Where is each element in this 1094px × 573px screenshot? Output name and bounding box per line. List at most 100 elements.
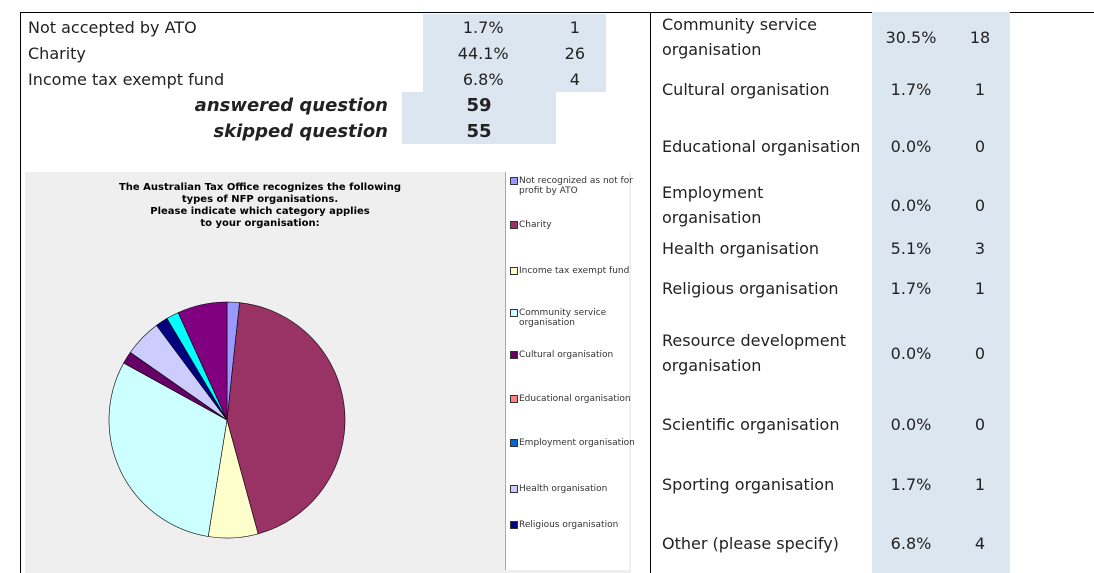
table-cell: Resource development organisation [662, 331, 847, 375]
table-cell: 44.1% [422, 40, 544, 66]
legend-label: Charity [519, 220, 552, 230]
table-cell: 1 [950, 262, 1010, 314]
legend-item: Community service organisation [510, 308, 635, 328]
legend-label: Educational organisation [519, 394, 631, 404]
table-cell: 0 [950, 392, 1010, 456]
table-row: Religious organisation 1.7% 1 [656, 262, 1010, 314]
legend-item: Not recognized as not for profit by ATO [510, 176, 635, 196]
legend-swatch [510, 485, 518, 493]
legend-label: Health organisation [519, 484, 608, 494]
pie-slice [108, 362, 228, 537]
legend-item: Cultural organisation [510, 350, 635, 360]
summary-cell: answered question [194, 94, 388, 116]
table-row: Sporting organisation 1.7% 1 [656, 456, 1010, 512]
summary-row: answered question 59 [22, 92, 556, 118]
table-cell: 18 [950, 12, 1010, 62]
table-cell: 0 [950, 116, 1010, 176]
pie-slice [226, 302, 346, 535]
summary-table: answered question 59 skipped question 55 [22, 92, 556, 144]
legend-item: Employment organisation [510, 438, 635, 448]
legend-item: Religious organisation [510, 520, 635, 530]
table-cell: 1 [543, 14, 606, 40]
table-row: Not accepted by ATO 1.7% 1 [22, 14, 606, 40]
legend-swatch [510, 177, 518, 185]
table-cell: Other (please specify) [662, 533, 839, 553]
table-cell: 0.0% [872, 392, 950, 456]
table-cell: Community service organisation [662, 15, 817, 59]
legend-label: Employment organisation [519, 438, 635, 448]
table-cell: Charity [28, 43, 86, 63]
rule [20, 12, 21, 573]
table-row: Charity 44.1% 26 [22, 40, 606, 66]
right-table: Community service organisation 30.5% 18 Cul… [656, 12, 1010, 573]
legend-item: Income tax exempt fund [510, 266, 635, 276]
table-cell: 6.8% [872, 512, 950, 573]
table-cell: 1.7% [872, 456, 950, 512]
legend-swatch [510, 221, 518, 229]
table-cell: Cultural organisation [662, 79, 830, 99]
table-cell: 1 [950, 456, 1010, 512]
table-cell: 1 [950, 62, 1010, 116]
legend-label: Cultural organisation [519, 350, 614, 360]
legend-swatch [510, 521, 518, 529]
table-cell: 6.8% [422, 66, 544, 92]
chart-title: Please indicate which category applies [150, 206, 370, 217]
rule [650, 12, 651, 573]
table-row: Employment organisation 0.0% 0 [656, 176, 1010, 234]
legend-label: Income tax exempt fund [519, 266, 630, 276]
chart-title: The Australian Tax Office recognizes the… [119, 182, 401, 193]
table-cell: 0 [950, 314, 1010, 392]
table-cell: 30.5% [872, 12, 950, 62]
table-cell: 1.7% [422, 14, 544, 40]
legend-label: Community service organisation [519, 308, 607, 328]
legend-swatch [510, 351, 518, 359]
pie-chart: The Australian Tax Office recognizes the… [108, 182, 401, 539]
table-cell: 0.0% [872, 116, 950, 176]
table-cell: Employment organisation [662, 183, 764, 227]
legend-swatch [510, 439, 518, 447]
summary-cell: 55 [402, 118, 556, 144]
pie-slice [177, 301, 228, 421]
table-cell: Income tax exempt fund [28, 69, 225, 89]
table-row: Health organisation 5.1% 3 [656, 234, 1010, 262]
legend-swatch [510, 309, 518, 317]
chart-title: types of NFP organisations. [182, 194, 338, 205]
table-cell: Health organisation [662, 238, 820, 258]
table-cell: 26 [543, 40, 606, 66]
table-cell: 0.0% [872, 176, 950, 234]
table-row: Resource development organisation 0.0% 0 [656, 314, 1010, 392]
legend-label: Not recognized as not for profit by ATO [519, 176, 633, 196]
table-cell: Not accepted by ATO [28, 17, 197, 37]
table-cell: Sporting organisation [662, 474, 835, 494]
legend-item: Health organisation [510, 484, 635, 494]
summary-cell: skipped question [213, 120, 388, 142]
rule [20, 12, 1094, 13]
summary-cell: 59 [402, 92, 556, 118]
table-row: Income tax exempt fund 6.8% 4 [22, 66, 606, 92]
table-cell: Scientific organisation [662, 414, 840, 434]
table-row: Educational organisation 0.0% 0 [656, 116, 1010, 176]
table-cell: 5.1% [872, 234, 950, 262]
table-cell: 3 [950, 234, 1010, 262]
legend-item: Educational organisation [510, 394, 635, 404]
table-cell: 4 [950, 512, 1010, 573]
table-cell: Religious organisation [662, 278, 839, 298]
table-cell: 1.7% [872, 62, 950, 116]
legend-swatch [510, 267, 518, 275]
legend-label: Religious organisation [519, 520, 619, 530]
table-cell: 1.7% [872, 262, 950, 314]
table-cell: Educational organisation [662, 136, 861, 156]
table-row: Other (please specify) 6.8% 4 [656, 512, 1010, 573]
legend-item: Charity [510, 220, 635, 230]
summary-row: skipped question 55 [22, 118, 556, 144]
table-cell: 0.0% [872, 314, 950, 392]
chart-title: to your organisation: [200, 218, 319, 229]
left-table: Not accepted by ATO 1.7% 1 Charity 44.1% 26 In… [22, 14, 606, 92]
table-row: Cultural organisation 1.7% 1 [656, 62, 1010, 116]
legend-swatch [510, 395, 518, 403]
table-row: Community service organisation 30.5% 18 [656, 12, 1010, 62]
table-cell: 4 [543, 66, 606, 92]
table-row: Scientific organisation 0.0% 0 [656, 392, 1010, 456]
legend: Not recognized as not for profit by ATO C… [505, 172, 635, 570]
